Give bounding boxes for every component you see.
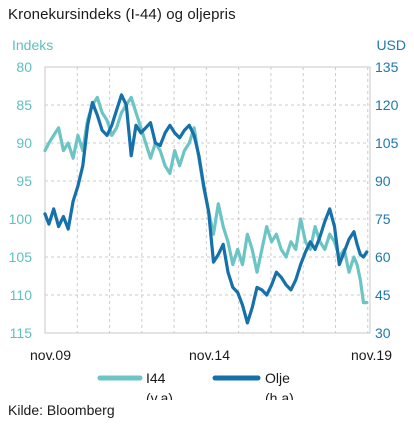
- left-tick-label: 80: [16, 59, 32, 75]
- legend-label-oil: Olje: [265, 370, 290, 386]
- x-tick-label: nov.19: [351, 347, 392, 363]
- grid: [44, 66, 371, 334]
- chart: Indeks USD 80 85 90 95 100 105 110 115 135 120 10…: [9, 37, 406, 400]
- legend-label-i44: I44: [146, 370, 166, 386]
- left-tick-label: 110: [10, 287, 33, 303]
- series-line-oil: [43, 93, 369, 325]
- right-tick-label: 75: [375, 211, 391, 227]
- left-tick-label: 95: [16, 173, 32, 189]
- x-tick-label: nov.09: [30, 347, 71, 363]
- left-tick-label: 100: [9, 211, 33, 227]
- series-lines: [43, 93, 369, 325]
- left-tick-label: 90: [16, 135, 32, 151]
- legend-sub-i44: (v.a): [146, 390, 173, 400]
- plot-frame: [44, 66, 371, 334]
- chart-title: Kronekursindeks (I-44) og oljepris: [8, 6, 236, 23]
- right-tick-label: 90: [375, 173, 391, 189]
- right-tick-label: 135: [375, 59, 399, 75]
- left-tick-label: 85: [16, 97, 32, 113]
- right-axis-ticks: 135 120 105 90 75 60 45 30: [375, 59, 399, 341]
- left-axis-ticks: 80 85 90 95 100 105 110 115: [9, 59, 33, 341]
- right-tick-label: 30: [375, 325, 391, 341]
- x-tick-label: nov.14: [189, 347, 230, 363]
- right-tick-label: 105: [375, 135, 399, 151]
- x-axis-ticks: nov.09 nov.14 nov.19: [30, 347, 392, 363]
- right-axis-label: USD: [376, 37, 406, 53]
- legend-sub-oil: (h.a): [265, 390, 294, 400]
- source-note: Kilde: Bloomberg: [8, 402, 115, 418]
- left-tick-label: 115: [10, 325, 33, 341]
- right-tick-label: 45: [375, 287, 391, 303]
- left-axis-label: Indeks: [12, 37, 53, 53]
- legend: I44 (v.a) Olje (h.a): [97, 370, 294, 400]
- left-tick-label: 105: [9, 249, 33, 265]
- right-tick-label: 120: [375, 97, 399, 113]
- right-tick-label: 60: [375, 249, 391, 265]
